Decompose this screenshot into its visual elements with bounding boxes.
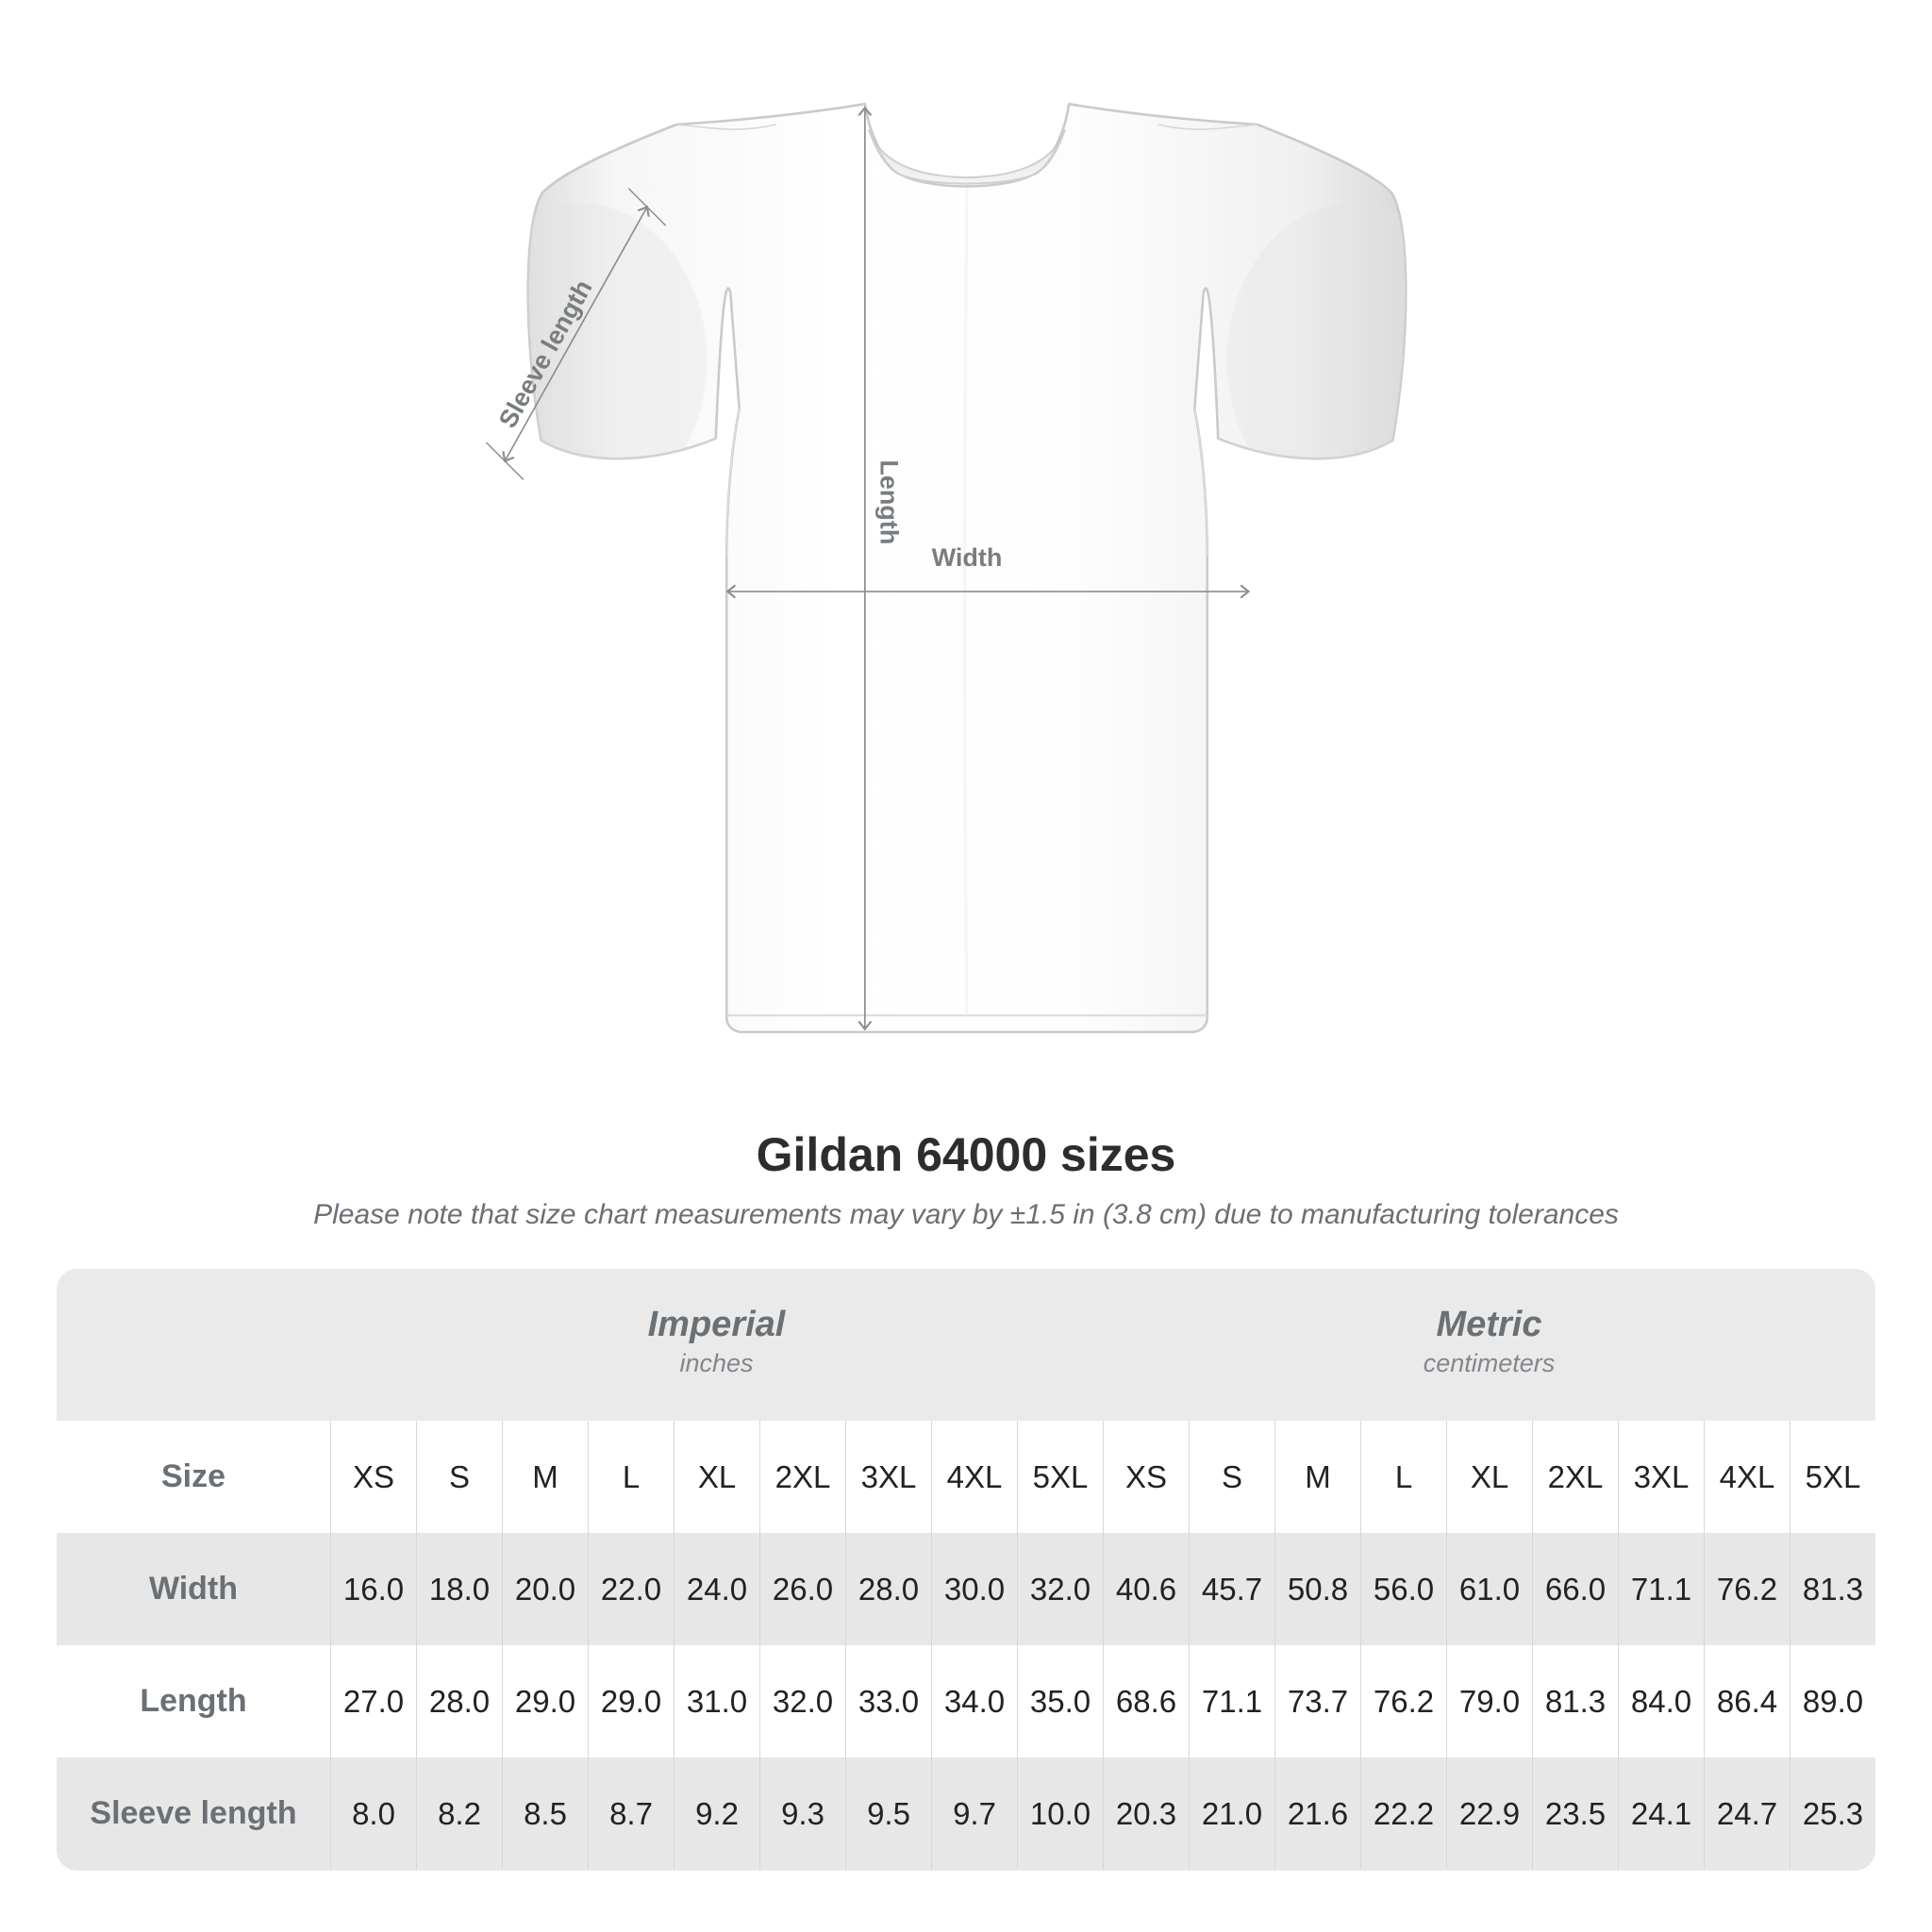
svg-text:Width: Width [932, 543, 1003, 572]
svg-text:Length: Length [874, 459, 903, 544]
